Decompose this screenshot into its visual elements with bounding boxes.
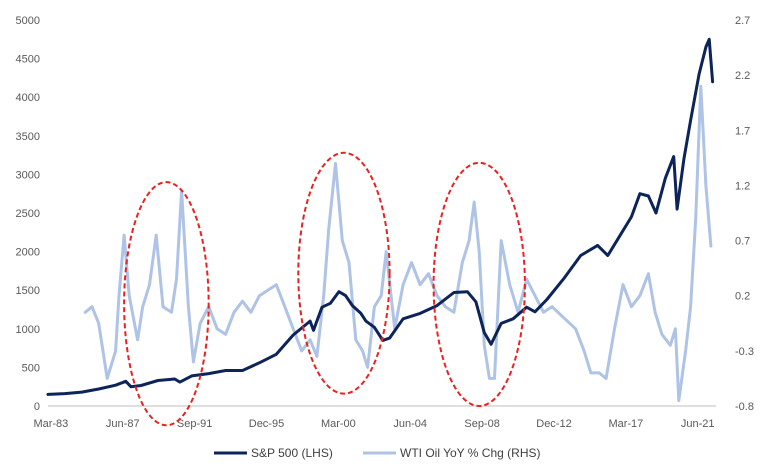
x-tick-label: Dec-12 xyxy=(536,418,571,430)
right-tick-label: 1.7 xyxy=(735,125,750,137)
x-tick-label: Jun-04 xyxy=(393,418,427,430)
left-tick-label: 3000 xyxy=(16,169,40,181)
left-axis-tick-labels: 0 500 1000 1500 2000 2500 3000 3500 4000 4500 5000 xyxy=(16,15,40,413)
highlight-ellipse xyxy=(297,151,391,395)
left-tick-label: 1500 xyxy=(16,285,40,297)
x-tick-label: Mar-00 xyxy=(321,418,356,430)
wti-oil-series-line xyxy=(83,84,713,402)
left-tick-label: 4000 xyxy=(16,92,40,104)
x-tick-label: Mar-17 xyxy=(608,418,643,430)
highlight-ellipse xyxy=(432,161,526,407)
right-tick-label: -0.8 xyxy=(735,401,754,413)
left-tick-label: 3500 xyxy=(16,131,40,143)
x-tick-label: Sep-08 xyxy=(464,418,499,430)
right-tick-label: 0.2 xyxy=(735,291,750,303)
left-tick-label: 0 xyxy=(34,401,40,413)
legend-label-sp500: S&P 500 (LHS) xyxy=(251,446,333,460)
x-tick-label: Mar-83 xyxy=(33,418,68,430)
right-tick-label: 2.7 xyxy=(735,15,750,27)
x-tick-label: Jun-87 xyxy=(106,418,140,430)
legend-label-wti: WTI Oil YoY % Chg (RHS) xyxy=(400,446,540,460)
x-tick-label: Dec-95 xyxy=(249,418,284,430)
right-axis-tick-labels: -0.8 -0.3 0.2 0.7 1.2 1.7 2.2 2.7 xyxy=(735,15,754,413)
sp500-series-line xyxy=(46,37,715,396)
left-tick-label: 2500 xyxy=(16,208,40,220)
left-tick-label: 1000 xyxy=(16,324,40,336)
x-tick-label: Jun-21 xyxy=(681,418,715,430)
left-tick-label: 2000 xyxy=(16,247,40,259)
left-tick-label: 4500 xyxy=(16,54,40,66)
right-tick-label: 0.7 xyxy=(735,236,750,248)
right-tick-label: 2.2 xyxy=(735,70,750,82)
legend: S&P 500 (LHS) WTI Oil YoY % Chg (RHS) xyxy=(214,446,540,460)
right-tick-label: -0.3 xyxy=(735,346,754,358)
highlight-ellipse xyxy=(123,181,210,427)
left-tick-label: 500 xyxy=(22,362,40,374)
highlight-ellipses xyxy=(123,151,526,427)
series-lines xyxy=(46,37,715,402)
right-tick-label: 1.2 xyxy=(735,180,750,192)
x-axis-tick-labels: Mar-83 Jun-87 Sep-91 Dec-95 Mar-00 Jun-04 Sep-… xyxy=(33,418,714,430)
x-tick-label: Sep-91 xyxy=(177,418,212,430)
left-tick-label: 5000 xyxy=(16,15,40,27)
